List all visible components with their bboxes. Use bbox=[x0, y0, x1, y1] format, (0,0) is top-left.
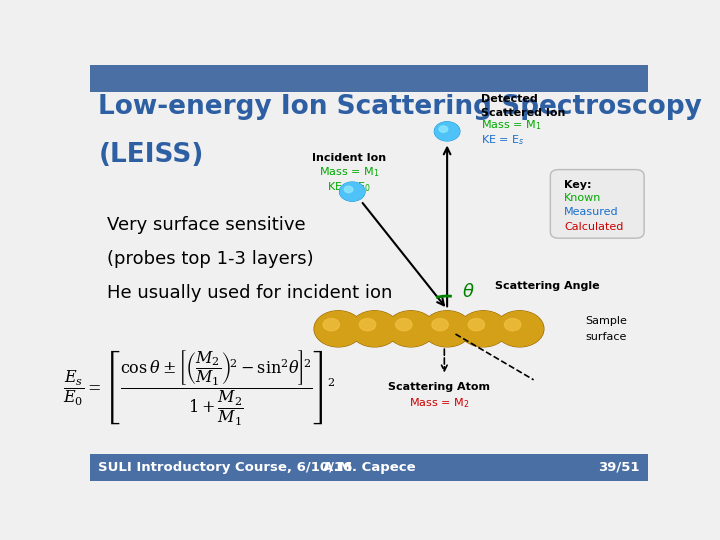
Text: Sample: Sample bbox=[585, 316, 627, 326]
Circle shape bbox=[505, 319, 521, 331]
Circle shape bbox=[323, 319, 340, 331]
Circle shape bbox=[459, 311, 508, 347]
Circle shape bbox=[340, 182, 365, 201]
Text: Scattered Ion: Scattered Ion bbox=[481, 108, 565, 118]
Text: A.M. Capece: A.M. Capece bbox=[323, 461, 415, 474]
Circle shape bbox=[435, 122, 459, 140]
FancyBboxPatch shape bbox=[550, 170, 644, 238]
Text: He usually used for incident ion: He usually used for incident ion bbox=[107, 284, 392, 302]
Text: Known: Known bbox=[564, 193, 602, 203]
Text: 39/51: 39/51 bbox=[598, 461, 639, 474]
Text: Scattering Angle: Scattering Angle bbox=[495, 281, 599, 292]
Circle shape bbox=[460, 312, 507, 346]
Circle shape bbox=[387, 312, 434, 346]
Text: Low-energy Ion Scattering Spectroscopy: Low-energy Ion Scattering Spectroscopy bbox=[99, 94, 702, 120]
Text: Very surface sensitive: Very surface sensitive bbox=[107, 216, 305, 234]
Text: KE = E$_0$: KE = E$_0$ bbox=[328, 180, 372, 194]
Text: Mass = M$_1$: Mass = M$_1$ bbox=[481, 118, 541, 132]
Circle shape bbox=[423, 312, 471, 346]
Text: surface: surface bbox=[585, 332, 627, 342]
Circle shape bbox=[351, 311, 399, 347]
Text: SULI Introductory Course, 6/10/16: SULI Introductory Course, 6/10/16 bbox=[99, 461, 353, 474]
Circle shape bbox=[314, 311, 362, 347]
Text: Mass = M$_2$: Mass = M$_2$ bbox=[409, 396, 469, 410]
Text: KE = E$_s$: KE = E$_s$ bbox=[481, 133, 524, 147]
Text: (LEISS): (LEISS) bbox=[99, 141, 204, 168]
FancyBboxPatch shape bbox=[90, 454, 648, 481]
Circle shape bbox=[351, 312, 398, 346]
Text: Calculated: Calculated bbox=[564, 221, 624, 232]
Text: Detected: Detected bbox=[481, 94, 537, 104]
Text: $\dfrac{E_s}{E_0} = \left[\dfrac{\cos\theta \pm \left[\left(\dfrac{M_2}{M_1}\rig: $\dfrac{E_s}{E_0} = \left[\dfrac{\cos\th… bbox=[63, 348, 335, 427]
Circle shape bbox=[439, 126, 448, 132]
Circle shape bbox=[340, 183, 364, 201]
Circle shape bbox=[359, 319, 376, 331]
Text: Measured: Measured bbox=[564, 207, 619, 217]
Circle shape bbox=[387, 311, 435, 347]
Text: Mass = M$_1$: Mass = M$_1$ bbox=[319, 165, 379, 179]
Circle shape bbox=[496, 312, 543, 346]
Circle shape bbox=[432, 319, 449, 331]
Circle shape bbox=[495, 311, 544, 347]
Text: Key:: Key: bbox=[564, 180, 592, 190]
FancyBboxPatch shape bbox=[90, 65, 648, 92]
Text: (probes top 1-3 layers): (probes top 1-3 layers) bbox=[107, 250, 313, 268]
Circle shape bbox=[315, 312, 361, 346]
Circle shape bbox=[344, 186, 353, 193]
Circle shape bbox=[423, 311, 472, 347]
Circle shape bbox=[468, 319, 485, 331]
Text: $\theta$: $\theta$ bbox=[462, 283, 474, 301]
Circle shape bbox=[434, 122, 460, 141]
Text: Scattering Atom: Scattering Atom bbox=[388, 382, 490, 392]
Circle shape bbox=[395, 319, 412, 331]
Text: Incident Ion: Incident Ion bbox=[312, 152, 387, 163]
